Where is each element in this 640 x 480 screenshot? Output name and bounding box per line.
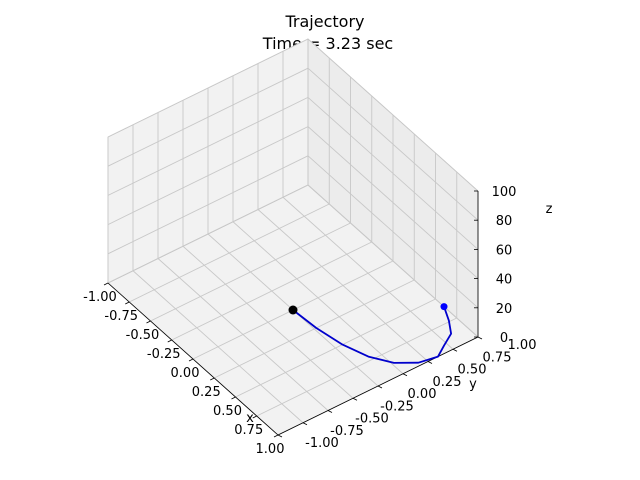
y-tick-mark — [452, 348, 458, 352]
x-tick-mark — [273, 434, 279, 438]
y-tick-label: 1.00 — [508, 338, 537, 353]
grid-line-y-floor — [257, 209, 429, 362]
grid-line-z-left — [107, 126, 309, 226]
y-tick-mark — [377, 385, 383, 389]
chart-title: Trajectory — [285, 12, 365, 31]
z-tick-label: 0 — [500, 331, 508, 346]
z-tick-label: 20 — [496, 302, 513, 317]
y-tick-label: 0.00 — [408, 387, 437, 402]
x-tick-label: 1.00 — [256, 442, 285, 457]
grid-line-z-back — [307, 184, 479, 338]
y-tick-label: 0.25 — [433, 375, 462, 390]
y-tick-mark — [402, 373, 408, 377]
x-tick-mark — [125, 301, 130, 305]
start-point-marker — [288, 305, 298, 315]
x-tick-label: 0.75 — [234, 423, 263, 438]
grid-line-z-back — [307, 126, 479, 279]
y-tick-label: -0.25 — [380, 399, 414, 414]
grid-line-z-left — [107, 184, 309, 284]
trajectory-line — [292, 305, 452, 364]
y-tick-label: -0.50 — [355, 412, 389, 427]
x-tick-mark — [146, 320, 151, 324]
x-tick-mark — [231, 396, 236, 400]
current-point-marker — [440, 303, 448, 311]
grid-line-z-left — [107, 155, 309, 255]
grid-line-z-left — [107, 38, 309, 138]
data-layer — [288, 303, 452, 364]
y-tick-label: 0.50 — [458, 363, 487, 378]
z-tick-label: 100 — [492, 185, 517, 200]
grid-line-z-back — [307, 155, 479, 309]
x-tick-label: -0.75 — [104, 309, 138, 324]
y-tick-mark — [352, 397, 358, 401]
z-tick-label: 60 — [496, 243, 513, 258]
z-tick-label: 80 — [496, 214, 513, 229]
y-tick-mark — [427, 361, 433, 364]
grid-line-y-floor — [157, 258, 329, 411]
x-tick-label: 0.50 — [213, 404, 242, 419]
axis-panes — [107, 38, 479, 436]
x-tick-label: -0.50 — [126, 328, 160, 343]
y-tick-mark — [327, 410, 333, 413]
y-tick-label: 0.75 — [483, 350, 512, 365]
grid-line-y-floor — [232, 221, 404, 375]
y-tick-mark — [477, 336, 483, 340]
x-tick-mark — [252, 415, 257, 419]
x-tick-label: -1.00 — [83, 290, 117, 305]
grid-line-z-left — [107, 96, 309, 196]
z-tick-label: 40 — [496, 273, 513, 288]
x-tick-mark — [103, 282, 109, 286]
x-tick-label: 0.00 — [171, 366, 200, 381]
x-axis-label: x — [246, 411, 254, 426]
y-tick-label: -1.00 — [305, 436, 339, 451]
y-tick-label: -0.75 — [330, 424, 364, 439]
grid-line-y-floor — [282, 196, 454, 350]
grid-line-z-left — [107, 67, 309, 167]
grid-line-z-back — [307, 67, 479, 221]
y-axis-label: y — [469, 377, 477, 392]
y-tick-mark — [277, 434, 283, 438]
x-tick-mark — [188, 358, 194, 362]
grid-line-z-back — [307, 97, 479, 250]
grid-line-y-floor — [132, 270, 304, 424]
grid-line-z-back — [307, 38, 479, 192]
x-tick-label: -0.25 — [147, 347, 181, 362]
grid-line-y-floor — [182, 245, 354, 399]
x-tick-mark — [210, 377, 215, 381]
tick-labels: -1.00-0.75-0.50-0.250.000.250.500.751.00… — [83, 185, 536, 457]
x-tick-mark — [167, 339, 172, 343]
x-tick-label: 0.25 — [192, 385, 221, 400]
z-axis-label: z — [546, 202, 553, 217]
y-tick-mark — [302, 422, 308, 426]
chart-subtitle: Time = 3.23 sec — [262, 34, 393, 53]
